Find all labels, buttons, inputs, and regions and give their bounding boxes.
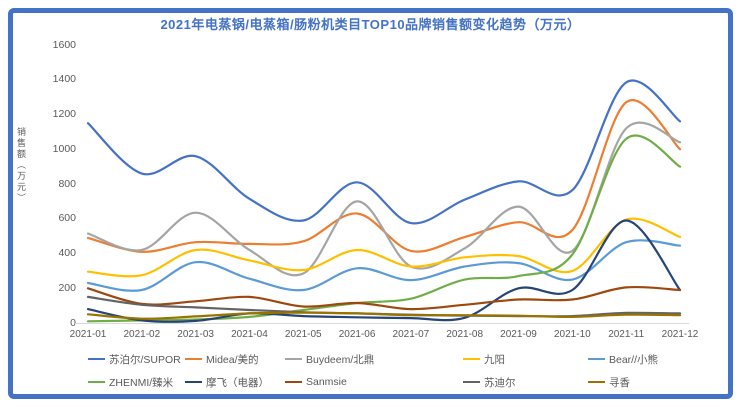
y-tick-label: 600 [58,212,76,225]
legend-label-midea: Midea/美的 [206,353,259,366]
legend-label-zhenmi: ZHENMI/臻米 [109,376,174,389]
x-axis-label: 2021-04 [231,329,268,340]
legend-swatch-zhenmi [88,380,105,384]
y-tick-label: 1600 [52,38,76,51]
series-line-sanmsie [86,285,682,311]
legend-label-mofei: 摩飞（电器） [206,376,269,389]
legend-item-joyoung: 九阳 [463,352,505,366]
legend-item-mofei: 摩飞（电器） [185,375,269,389]
legend-swatch-joyoung [463,357,480,361]
y-tick-label: 400 [58,247,76,259]
x-axis-label: 2021-05 [284,329,322,340]
legend-label-sudier: 苏迪尔 [484,376,516,389]
legend-item-midea: Midea/美的 [185,352,259,366]
legend-item-sudier: 苏迪尔 [463,375,516,389]
legend-swatch-xunxiang [588,380,605,384]
series-line-bear [86,239,682,292]
legend-label-bear: Bear//小熊 [609,353,659,366]
legend-swatch-sanmsie [285,380,302,384]
series-line-supor [86,79,682,225]
y-tick-label: 1000 [52,142,76,155]
x-axis-label: 2021-08 [446,329,484,340]
legend-swatch-buydeem [285,357,302,361]
x-axis-label: 2021-02 [123,329,161,340]
x-axis-label: 2021-12 [661,329,699,340]
legend-label-supor: 苏泊尔/SUPOR [109,353,181,366]
x-axis-label: 2021-01 [69,329,107,340]
y-tick-label: 1400 [52,73,76,86]
y-tick-label: 1200 [52,108,76,120]
legend-swatch-bear [588,357,605,361]
legend-item-xunxiang: 寻香 [588,375,630,389]
chart-frame-border [8,8,733,399]
y-tick-label: 0 [70,316,76,329]
legend-swatch-midea [185,357,202,361]
series-line-buydeem [86,121,682,277]
y-tick-label: 200 [58,281,76,294]
series-line-joyoung [86,217,682,278]
x-axis-label: 2021-10 [554,329,591,340]
series-line-xunxiang [86,311,682,320]
x-axis-label: 2021-07 [392,329,430,340]
y-tick-label: 800 [58,177,76,190]
legend-item-zhenmi: ZHENMI/臻米 [88,375,173,389]
chart-title: 2021年电蒸锅/电蒸箱/肠粉机类目TOP10品牌销售额变化趋势（万元） [160,17,581,32]
x-axis-label: 2021-06 [338,329,376,340]
series-line-mofei [86,219,682,323]
legend-item-bear: Bear//小熊 [588,352,658,366]
legend-item-supor: 苏泊尔/SUPOR [88,352,181,366]
legend-label-xunxiang: 寻香 [609,376,630,389]
legend-label-sanmsie: Sanmsie [306,376,347,388]
legend-swatch-sudier [463,380,480,384]
legend-swatch-mofei [185,380,202,384]
x-axis-label: 2021-11 [608,329,645,340]
x-axis-label: 2021-09 [500,329,537,340]
legend-swatch-supor [88,357,105,361]
x-axis-label: 2021-03 [177,329,214,340]
legend-label-buydeem: Buydeem/北鼎 [306,353,375,366]
legend-label-joyoung: 九阳 [484,353,505,366]
series-line-zhenmi [86,134,682,323]
legend-item-sanmsie: Sanmsie [285,375,347,389]
series-line-midea [86,99,682,253]
y-axis-title: 销售额（万元） [16,127,26,204]
legend-item-buydeem: Buydeem/北鼎 [285,352,374,366]
